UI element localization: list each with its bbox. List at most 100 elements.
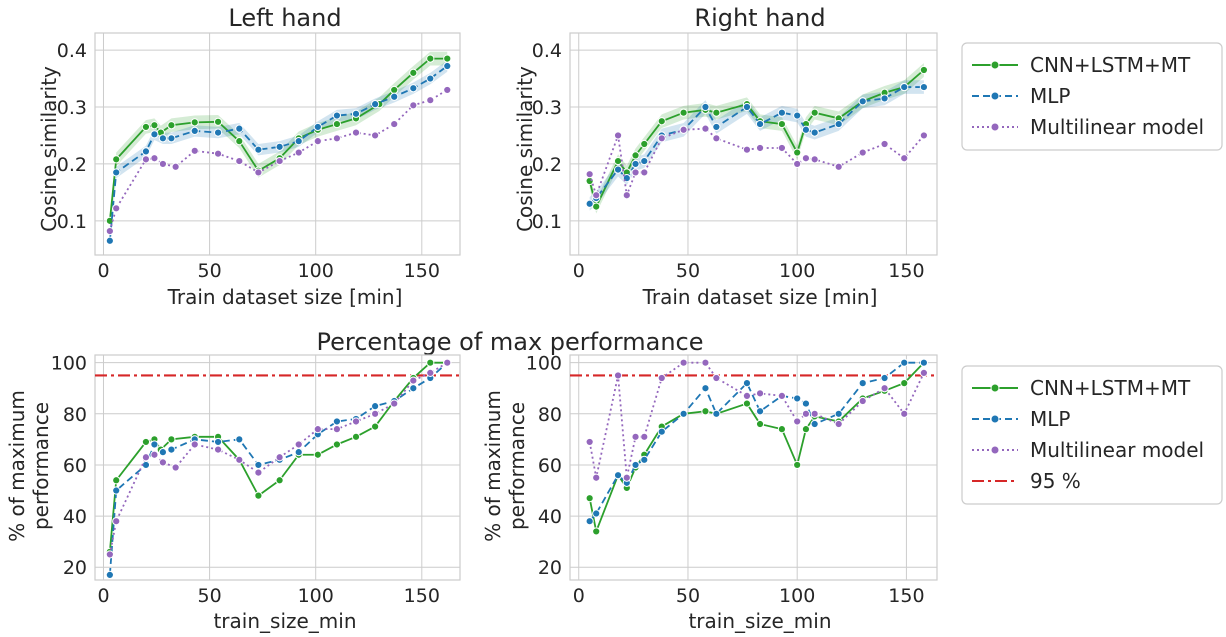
data-point: [743, 392, 750, 399]
data-point: [658, 135, 665, 142]
data-point: [410, 85, 417, 92]
data-point: [159, 160, 166, 167]
data-point: [901, 380, 908, 387]
data-point: [295, 449, 302, 456]
data-point: [623, 192, 630, 199]
data-point: [713, 109, 720, 116]
data-point: [811, 410, 818, 417]
ylabel-left-bottom: % of maximum performance: [5, 390, 53, 542]
data-point: [778, 144, 785, 151]
data-point: [236, 125, 243, 132]
data-point: [427, 55, 434, 62]
y-tick-label: 0.3: [57, 97, 87, 119]
y-tick-label: 0.4: [532, 40, 562, 62]
data-point: [802, 410, 809, 417]
data-point: [391, 400, 398, 407]
data-point: [756, 144, 763, 151]
x-tick-label: 100: [779, 585, 815, 607]
data-point: [756, 120, 763, 127]
x-tick-label: 100: [298, 260, 334, 282]
data-point: [680, 109, 687, 116]
data-point: [214, 129, 221, 136]
data-point: [794, 112, 801, 119]
data-point: [168, 446, 175, 453]
data-point: [859, 380, 866, 387]
data-point: [333, 426, 340, 433]
data-point: [427, 75, 434, 82]
xlabel-left-top: Train dataset size [min]: [167, 285, 403, 309]
data-point: [859, 149, 866, 156]
data-point: [920, 132, 927, 139]
series-line: [110, 363, 447, 575]
data-point: [168, 135, 175, 142]
data-point: [142, 156, 149, 163]
data-point: [802, 400, 809, 407]
legend-marker: [991, 92, 999, 100]
legend-label: CNN+LSTM+MT: [1030, 53, 1191, 77]
data-point: [168, 436, 175, 443]
data-point: [352, 418, 359, 425]
data-point: [113, 205, 120, 212]
legend-label: MLP: [1030, 407, 1070, 431]
data-point: [713, 123, 720, 130]
data-point: [106, 571, 113, 578]
data-point: [702, 385, 709, 392]
data-point: [713, 374, 720, 381]
data-point: [214, 118, 221, 125]
data-point: [802, 426, 809, 433]
data-point: [214, 446, 221, 453]
data-point: [586, 177, 593, 184]
svg-text:% of maximum: % of maximum: [481, 390, 505, 542]
data-point: [151, 131, 158, 138]
data-point: [372, 101, 379, 108]
y-tick-label: 60: [63, 455, 87, 477]
data-point: [314, 451, 321, 458]
x-tick-label: 50: [197, 585, 221, 607]
y-tick-label: 0.1: [57, 211, 87, 233]
data-point: [295, 149, 302, 156]
data-point: [881, 95, 888, 102]
legend-label: CNN+LSTM+MT: [1030, 376, 1191, 400]
data-point: [920, 66, 927, 73]
svg-text:performance: performance: [505, 402, 529, 530]
data-point: [159, 135, 166, 142]
data-point: [113, 487, 120, 494]
data-point: [835, 410, 842, 417]
data-point: [333, 441, 340, 448]
data-point: [593, 474, 600, 481]
data-point: [586, 171, 593, 178]
data-point: [410, 385, 417, 392]
data-point: [680, 359, 687, 366]
x-tick-label: 50: [676, 260, 700, 282]
xlabel-right-top: Train dataset size [min]: [642, 285, 878, 309]
plot-2: 0 50 100 15020406080100: [51, 353, 460, 607]
data-point: [614, 166, 621, 173]
data-point: [901, 410, 908, 417]
x-tick-label: 150: [888, 260, 924, 282]
data-point: [680, 410, 687, 417]
data-point: [632, 160, 639, 167]
data-point: [641, 456, 648, 463]
x-tick-label: 0: [573, 260, 585, 282]
data-point: [702, 125, 709, 132]
data-point: [106, 237, 113, 244]
data-point: [713, 135, 720, 142]
data-point: [658, 374, 665, 381]
data-point: [901, 359, 908, 366]
data-point: [632, 433, 639, 440]
data-point: [151, 451, 158, 458]
data-point: [920, 369, 927, 376]
data-point: [191, 147, 198, 154]
svg-text:% of maximum: % of maximum: [5, 390, 29, 542]
data-point: [168, 122, 175, 129]
data-point: [658, 118, 665, 125]
data-point: [427, 369, 434, 376]
series-line: [590, 363, 924, 532]
data-point: [142, 461, 149, 468]
legend-bottom: CNN+LSTM+MTMLPMultilinear model95 %: [962, 366, 1222, 504]
data-point: [743, 380, 750, 387]
data-point: [835, 163, 842, 170]
ylabel-left-top: Cosine similarity: [37, 66, 61, 232]
data-point: [641, 433, 648, 440]
legend-top: CNN+LSTM+MT MLP Multilinear model: [962, 43, 1222, 150]
